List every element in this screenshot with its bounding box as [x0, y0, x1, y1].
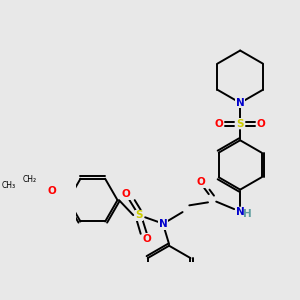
Text: O: O [197, 177, 206, 187]
Text: S: S [135, 210, 143, 220]
Text: O: O [122, 189, 130, 199]
Text: CH₃: CH₃ [1, 182, 15, 190]
Text: O: O [47, 186, 56, 196]
Text: N: N [159, 219, 167, 229]
Text: H: H [243, 208, 252, 219]
Text: N: N [236, 207, 244, 217]
Text: N: N [236, 98, 244, 108]
Text: CH₂: CH₂ [22, 176, 36, 184]
Text: S: S [236, 119, 244, 129]
Text: O: O [215, 119, 224, 129]
Text: O: O [257, 119, 266, 129]
Text: O: O [142, 234, 151, 244]
